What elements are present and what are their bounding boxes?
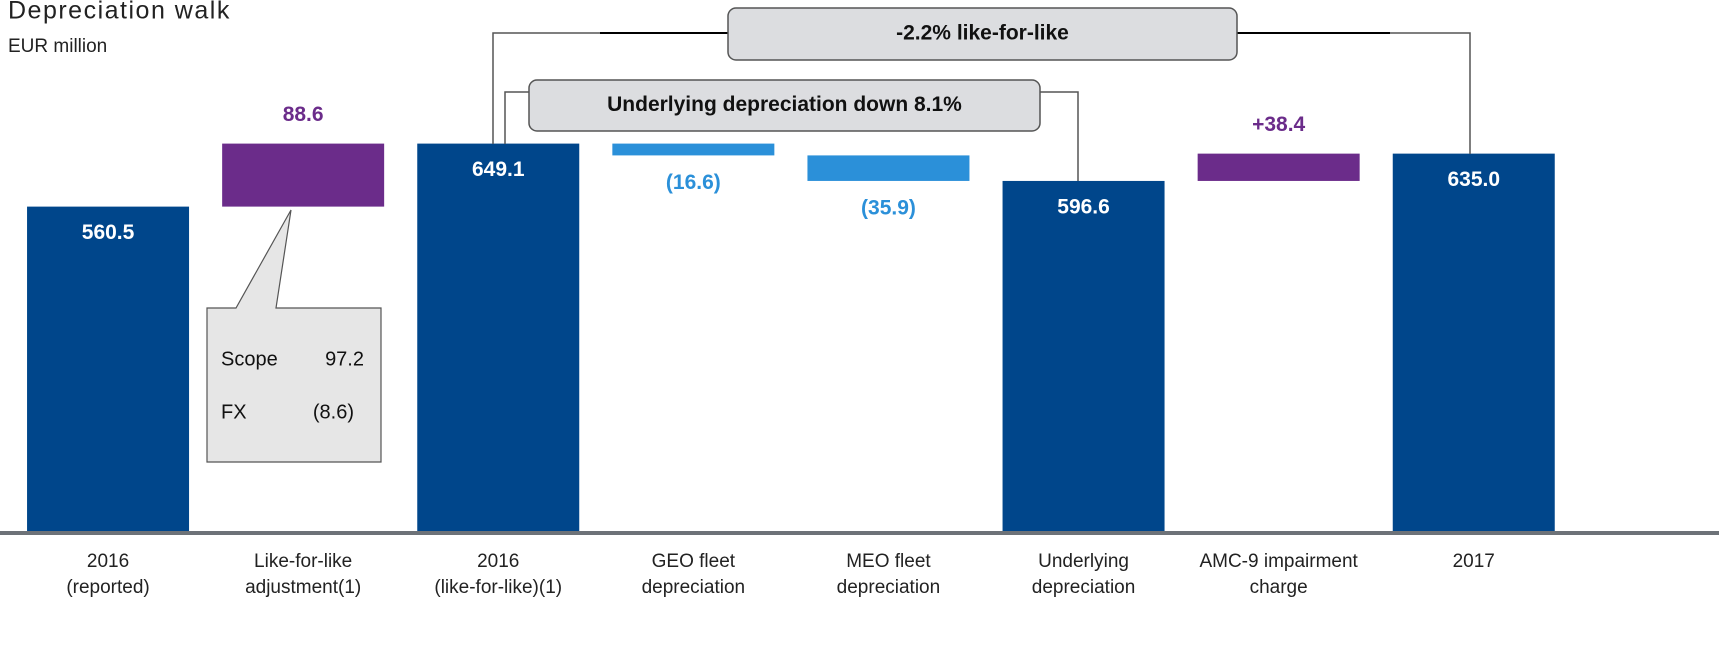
bracket-line [504, 91, 529, 144]
x-tick-label: 2016 [477, 551, 519, 572]
x-tick-label: depreciation [837, 577, 941, 598]
value-label: 635.0 [1447, 168, 1500, 191]
value-label: (35.9) [861, 196, 916, 219]
value-label: (16.6) [666, 171, 721, 194]
callout-box [206, 209, 382, 463]
value-label: 649.1 [472, 158, 525, 181]
breakdown-label: FX [221, 401, 247, 423]
x-tick-label: depreciation [642, 577, 746, 598]
x-tick-label: MEO fleet [846, 551, 931, 572]
x-tick-label: GEO fleet [652, 551, 736, 572]
x-tick-label: (like-for-like)(1) [434, 577, 562, 598]
x-tick-label: Like-for-like [254, 551, 352, 572]
x-tick-label: (reported) [66, 577, 149, 598]
x-tick-label: charge [1250, 577, 1308, 598]
bracket-box [727, 7, 1238, 61]
breakdown-value: (8.6) [313, 401, 354, 423]
breakdown-value: 97.2 [325, 348, 364, 370]
bar [1197, 153, 1360, 181]
chart-subtitle: EUR million [8, 36, 107, 57]
bar [612, 143, 775, 156]
x-tick-label: Underlying [1038, 551, 1129, 572]
x-tick-label: AMC-9 impairment [1199, 551, 1358, 572]
bar [1392, 153, 1555, 532]
value-label: 88.6 [283, 103, 324, 126]
x-tick-label: adjustment(1) [245, 577, 361, 598]
bar [27, 206, 190, 532]
value-label: 560.5 [82, 221, 135, 244]
breakdown-label: Scope [221, 348, 278, 370]
x-tick-label: depreciation [1032, 577, 1136, 598]
chart-title: Depreciation walk [8, 0, 231, 25]
value-label: +38.4 [1252, 113, 1305, 136]
bracket-line [1040, 91, 1079, 181]
x-tick-label: 2017 [1453, 551, 1495, 572]
x-tick-label: 2016 [87, 551, 129, 572]
bar [1002, 180, 1165, 533]
bracket-label: Underlying depreciation down 8.1% [607, 93, 962, 116]
bar [222, 143, 385, 207]
bracket-box [528, 79, 1041, 132]
bracket-label: -2.2% like-for-like [896, 22, 1069, 45]
bar [417, 143, 580, 532]
value-label: 596.6 [1057, 195, 1110, 218]
bar [807, 155, 970, 181]
